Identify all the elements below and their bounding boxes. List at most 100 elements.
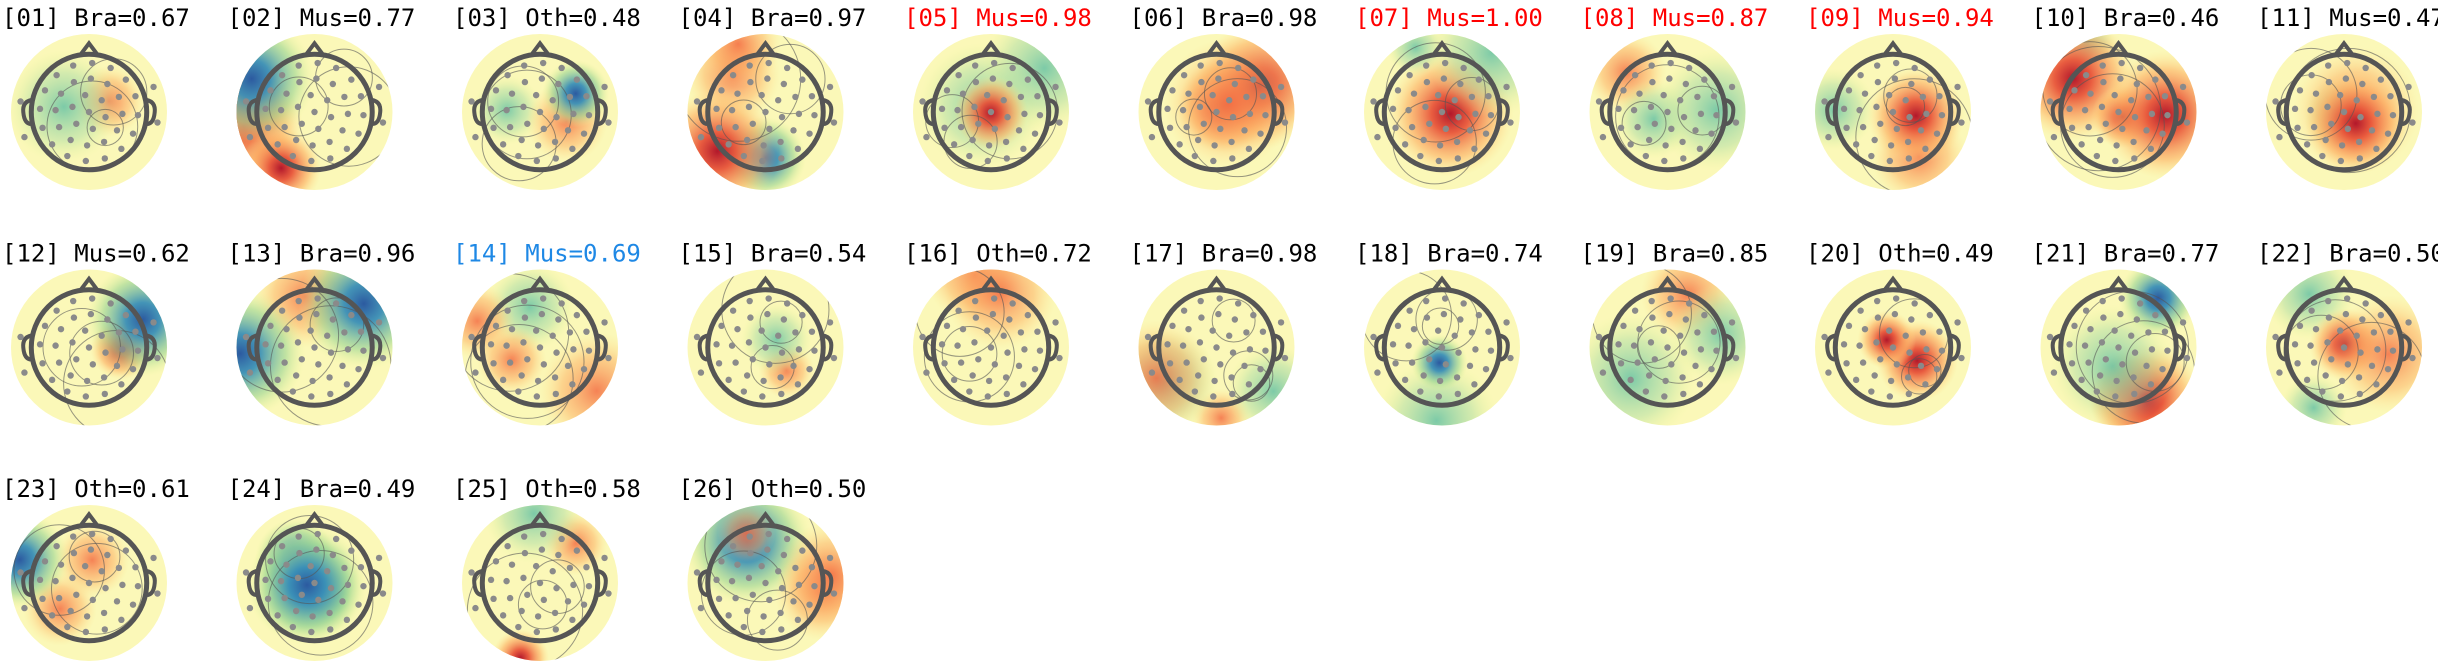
electrode bbox=[783, 64, 791, 72]
head-ear-right bbox=[597, 98, 608, 126]
electrode bbox=[1468, 329, 1476, 336]
electrode bbox=[1021, 110, 1028, 118]
electrode bbox=[1885, 91, 1893, 99]
electrode bbox=[975, 120, 982, 127]
electrode bbox=[521, 78, 529, 86]
electrode bbox=[2183, 119, 2191, 126]
electrode bbox=[64, 623, 71, 631]
electrode bbox=[1394, 322, 1402, 330]
electrode bbox=[778, 155, 785, 162]
electrode bbox=[329, 551, 337, 559]
electrode bbox=[21, 369, 28, 376]
electrode bbox=[1631, 307, 1639, 314]
component-label: [23] Oth=0.61 bbox=[2, 475, 190, 503]
electrode bbox=[941, 124, 948, 132]
electrode bbox=[1422, 297, 1430, 305]
electrode bbox=[154, 119, 161, 126]
electrode bbox=[1507, 354, 1514, 362]
electrode bbox=[87, 310, 95, 318]
head-ear-right bbox=[597, 569, 608, 597]
electrode bbox=[2343, 295, 2351, 302]
electrode bbox=[758, 91, 765, 99]
electrode bbox=[1374, 369, 1381, 376]
electrode bbox=[1401, 376, 1409, 384]
electrode bbox=[2152, 311, 2159, 319]
electrode bbox=[954, 106, 961, 114]
head-outline bbox=[254, 51, 375, 173]
electrode bbox=[1455, 113, 1462, 121]
head-nose bbox=[529, 510, 551, 528]
electrode bbox=[264, 124, 272, 132]
electrode bbox=[570, 346, 577, 353]
electrode bbox=[134, 582, 142, 590]
electrode bbox=[693, 569, 701, 576]
electrode bbox=[2319, 152, 2326, 160]
electrode bbox=[295, 533, 302, 540]
electrode bbox=[1667, 295, 1674, 302]
electrode bbox=[534, 142, 542, 149]
electrode bbox=[39, 124, 46, 132]
electrode bbox=[492, 322, 500, 330]
electrode bbox=[697, 604, 705, 612]
electrode bbox=[277, 106, 285, 114]
electrode bbox=[533, 628, 541, 636]
electrode bbox=[532, 562, 540, 570]
component-label: [07] Mus=1.00 bbox=[1355, 4, 1543, 32]
electrode bbox=[324, 97, 331, 104]
electrode bbox=[118, 616, 125, 624]
electrode bbox=[1917, 362, 1925, 370]
electrode bbox=[1442, 125, 1450, 133]
electrode bbox=[745, 339, 753, 346]
electrode bbox=[298, 120, 305, 127]
electrode bbox=[759, 157, 766, 165]
head-outline bbox=[479, 522, 601, 644]
electrode bbox=[2131, 349, 2139, 356]
electrode bbox=[1370, 98, 1377, 105]
electrode bbox=[1471, 145, 1478, 153]
electrode bbox=[107, 300, 114, 307]
component-label: [14] Mus=0.69 bbox=[453, 240, 641, 268]
electrode bbox=[830, 354, 838, 362]
electrode bbox=[1871, 136, 1878, 144]
electrode bbox=[506, 594, 514, 602]
electrode bbox=[1410, 90, 1418, 97]
contour-line bbox=[50, 542, 143, 635]
electrode bbox=[67, 136, 74, 144]
electrode bbox=[2405, 319, 2412, 326]
electrode bbox=[762, 108, 769, 116]
electrode bbox=[1666, 75, 1673, 82]
electrode bbox=[573, 76, 581, 83]
electrode bbox=[1642, 152, 1650, 160]
component-label: [22] Bra=0.50 bbox=[2257, 240, 2438, 268]
electrode bbox=[298, 591, 305, 598]
head-ear-left bbox=[1374, 333, 1385, 362]
electrode bbox=[357, 563, 365, 571]
topomap-blob bbox=[1867, 67, 1965, 165]
electrode bbox=[326, 138, 333, 146]
electrode bbox=[725, 376, 732, 384]
electrode bbox=[104, 551, 111, 559]
electrode bbox=[339, 127, 346, 134]
electrode bbox=[790, 362, 797, 370]
electrode bbox=[919, 98, 926, 105]
electrode bbox=[1905, 390, 1913, 398]
electrode bbox=[1000, 332, 1007, 339]
electrode bbox=[989, 75, 997, 82]
electrode bbox=[1668, 125, 1675, 133]
electrode bbox=[2050, 133, 2058, 141]
electrode bbox=[830, 590, 838, 597]
electrode bbox=[2362, 300, 2369, 307]
electrode bbox=[2368, 362, 2376, 370]
electrode bbox=[375, 319, 383, 326]
component-label: [01] Bra=0.67 bbox=[2, 4, 190, 32]
electrode bbox=[2370, 329, 2378, 336]
electrode bbox=[1852, 141, 1860, 148]
electrode bbox=[2338, 377, 2346, 385]
head-ear-left bbox=[246, 569, 258, 597]
electrode bbox=[1454, 390, 1462, 398]
electrode bbox=[795, 346, 803, 353]
electrode bbox=[1422, 339, 1429, 346]
electrode bbox=[492, 558, 500, 565]
electrode bbox=[2130, 374, 2137, 381]
electrode bbox=[1226, 332, 1233, 339]
